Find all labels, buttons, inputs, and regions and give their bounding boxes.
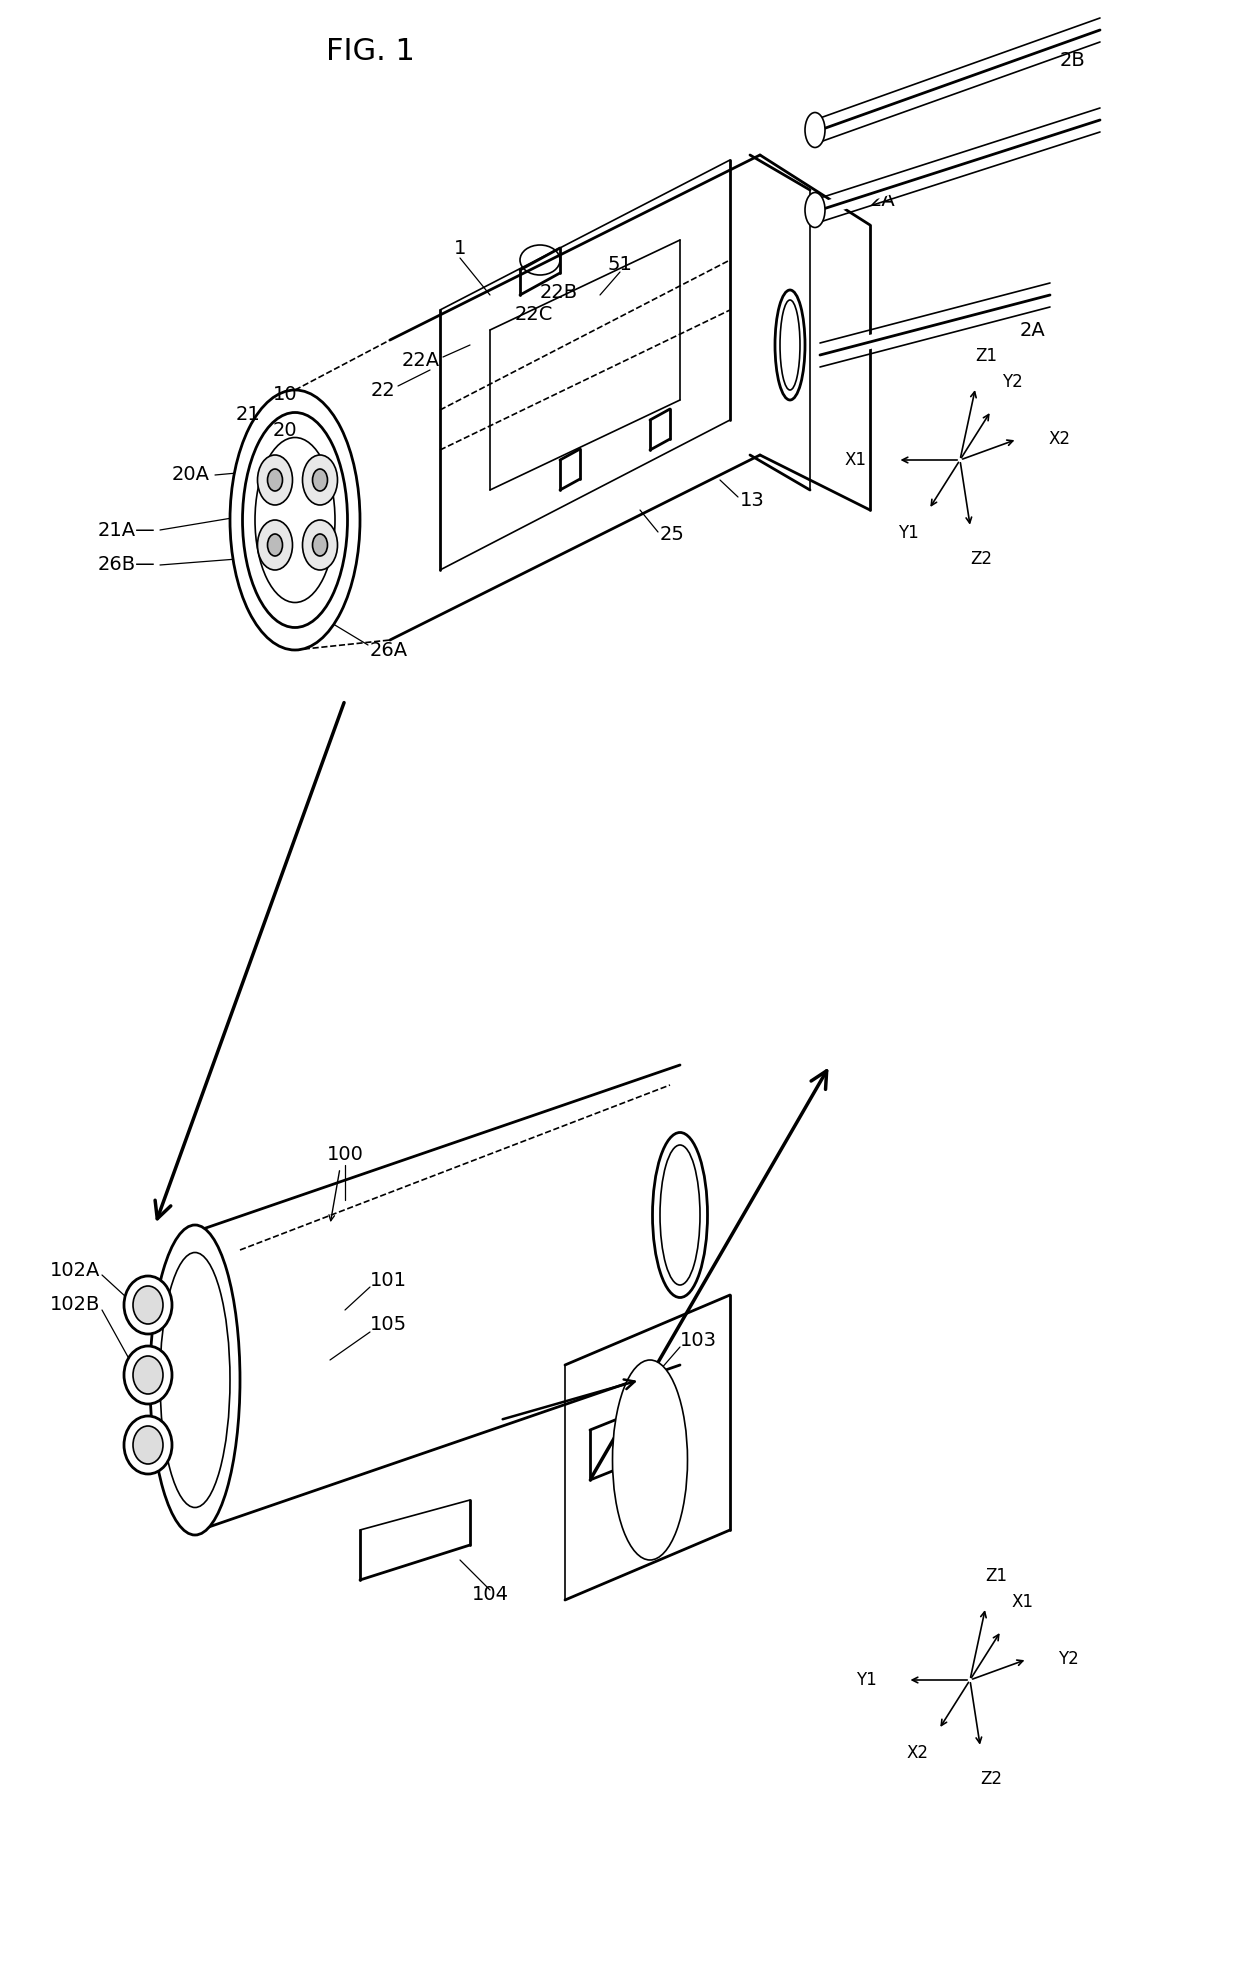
Ellipse shape [229,389,360,650]
Text: 21A—: 21A— [97,521,155,539]
Ellipse shape [258,454,293,506]
Text: 51: 51 [608,255,632,275]
Text: X1: X1 [1012,1594,1034,1612]
Text: 22: 22 [371,381,396,399]
Ellipse shape [150,1224,241,1535]
Ellipse shape [268,468,283,492]
Ellipse shape [133,1286,162,1323]
Ellipse shape [613,1361,687,1560]
Ellipse shape [303,454,337,506]
Ellipse shape [652,1132,708,1298]
Text: 22C: 22C [515,306,553,324]
Text: 100: 100 [326,1146,363,1165]
Ellipse shape [312,533,327,557]
Text: 22A: 22A [402,350,440,369]
Text: Z2: Z2 [971,549,992,567]
Text: Z1: Z1 [976,348,998,365]
Text: 25: 25 [660,525,684,545]
Text: 1: 1 [454,239,466,257]
Text: 10: 10 [273,385,298,405]
Ellipse shape [243,413,347,628]
Text: 22B: 22B [539,284,578,302]
Text: X1: X1 [844,450,867,468]
Ellipse shape [124,1276,172,1333]
Ellipse shape [133,1426,162,1463]
Ellipse shape [780,300,800,389]
Text: Z1: Z1 [986,1566,1008,1586]
Text: 101: 101 [370,1270,407,1290]
Text: 2B: 2B [1060,51,1086,69]
Ellipse shape [805,192,825,227]
Ellipse shape [124,1416,172,1473]
Ellipse shape [258,519,293,571]
Text: 2A: 2A [1021,320,1045,340]
Text: 104: 104 [471,1586,508,1604]
Text: 26A: 26A [370,640,408,660]
Text: FIG. 1: FIG. 1 [326,38,414,67]
Ellipse shape [660,1146,701,1286]
Text: Y1: Y1 [856,1671,877,1689]
Text: 102B: 102B [50,1296,100,1315]
Ellipse shape [303,519,337,571]
Ellipse shape [775,290,805,401]
Text: X2: X2 [1048,431,1070,448]
Ellipse shape [268,533,283,557]
Text: Y2: Y2 [1002,373,1022,391]
Text: 20A: 20A [172,466,210,484]
Ellipse shape [312,468,327,492]
Text: 21: 21 [236,405,260,425]
Ellipse shape [133,1357,162,1394]
Text: Z2: Z2 [981,1770,1002,1787]
Ellipse shape [805,113,825,148]
Text: 103: 103 [680,1331,717,1349]
Ellipse shape [160,1252,229,1507]
Text: 26B—: 26B— [97,555,155,575]
Text: 105: 105 [370,1315,407,1335]
Text: X2: X2 [906,1744,929,1762]
Text: Y2: Y2 [1059,1651,1079,1669]
Text: 13: 13 [740,490,765,510]
Ellipse shape [124,1347,172,1404]
Text: 2A: 2A [870,190,895,209]
Text: Y1: Y1 [898,523,919,541]
Ellipse shape [255,438,335,602]
Text: 102A: 102A [50,1260,100,1280]
Text: 20: 20 [273,421,298,440]
